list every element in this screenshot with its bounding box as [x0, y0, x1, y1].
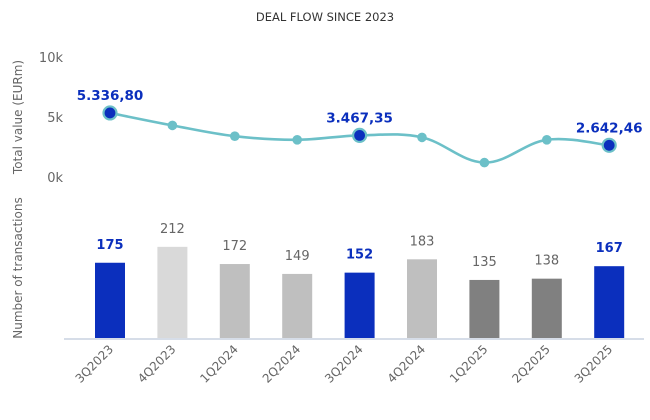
line-data-label: 5.336,80	[77, 88, 144, 104]
x-axis-category-labels: 3Q2023 4Q2023 1Q2024 2Q2024 3Q2024 4Q2024 1Q20…	[73, 342, 616, 386]
bar-data-label: 167	[596, 241, 623, 256]
y-tick-label: 0k	[47, 171, 63, 186]
bars	[95, 246, 625, 338]
line-point	[417, 132, 427, 143]
bar	[157, 246, 188, 338]
line-point-highlighted	[601, 137, 617, 153]
bar	[95, 262, 125, 338]
bar-data-label: 149	[285, 249, 310, 264]
bar	[219, 264, 250, 338]
bar-data-label: 138	[534, 254, 559, 269]
line-chart: Total value (EURm) 10k 5k 0k 5.336,80 3.467…	[11, 51, 643, 186]
bar-data-label: 183	[410, 234, 435, 249]
x-category-label: 3Q2024	[322, 342, 366, 386]
line-point	[542, 135, 552, 145]
line-data-label: 2.642,46	[576, 120, 643, 136]
y-tick-label: 10k	[39, 51, 64, 66]
line-point-highlighted	[102, 105, 118, 121]
line-point	[479, 157, 490, 168]
x-category-label: 1Q2025	[447, 342, 491, 386]
x-category-label: 3Q2025	[572, 342, 616, 386]
line-points	[102, 105, 617, 168]
bar-data-label: 212	[160, 222, 185, 237]
line-point	[167, 120, 178, 131]
bar-data-labels: 175 212 172 149 152 183 135 138 167	[96, 222, 622, 270]
bar	[282, 273, 313, 338]
bar	[344, 272, 375, 338]
line-point-highlighted	[352, 127, 368, 143]
line-data-labels: 5.336,80 3.467,35 2.642,46	[77, 88, 643, 136]
line-point	[292, 135, 303, 145]
line-point	[230, 131, 240, 141]
x-category-label: 4Q2024	[385, 342, 429, 386]
y-tick-label: 5k	[47, 111, 63, 126]
x-category-label: 4Q2023	[135, 342, 179, 386]
x-category-label: 1Q2024	[197, 342, 241, 386]
bar-data-label: 135	[472, 255, 497, 270]
chart-title: DEAL FLOW SINCE 2023	[256, 10, 394, 24]
bar-data-label: 172	[222, 239, 247, 254]
bar-chart: Number of transactions 175 212 172 149 152 18…	[11, 197, 644, 386]
bar	[407, 259, 437, 338]
line-y-axis-ticks: 10k 5k 0k	[39, 51, 64, 186]
bar-data-label: 175	[96, 238, 123, 253]
bar	[469, 279, 500, 338]
line-data-label: 3.467,35	[326, 110, 393, 126]
x-category-label: 3Q2023	[73, 342, 117, 386]
line-y-axis-title: Total value (EURm)	[11, 60, 25, 175]
bar	[531, 278, 562, 338]
bar-y-axis-title: Number of transactions	[11, 197, 25, 338]
x-category-label: 2Q2025	[509, 342, 553, 386]
bar	[594, 266, 625, 338]
bar-data-label: 152	[346, 248, 373, 263]
x-category-label: 2Q2024	[260, 342, 304, 386]
